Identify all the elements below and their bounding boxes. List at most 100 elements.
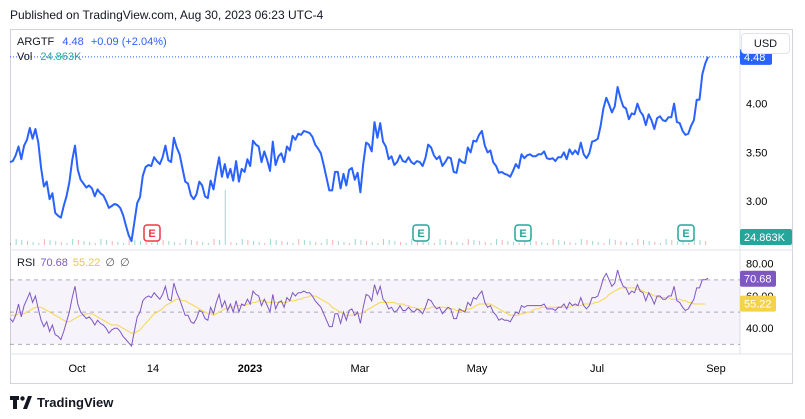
earnings-marker[interactable]: E bbox=[417, 228, 424, 240]
volume-bar bbox=[535, 241, 537, 245]
volume-bar bbox=[558, 240, 560, 245]
volume-bar bbox=[705, 241, 707, 245]
volume-bar bbox=[264, 243, 266, 245]
volume-bar bbox=[281, 241, 283, 245]
volume-bar bbox=[230, 242, 232, 245]
volume-bar bbox=[66, 243, 68, 245]
volume-bar bbox=[411, 239, 413, 245]
volume-bar bbox=[682, 242, 684, 245]
chart-frame bbox=[10, 29, 793, 384]
volume-bar bbox=[219, 240, 221, 245]
price-tick-label: 3.00 bbox=[746, 196, 767, 208]
earnings-marker[interactable]: E bbox=[682, 228, 689, 240]
earnings-marker-box bbox=[677, 224, 695, 242]
volume-bar bbox=[213, 239, 215, 245]
volume-bar bbox=[100, 239, 102, 245]
volume-bar bbox=[394, 241, 396, 245]
volume-bar bbox=[26, 241, 28, 245]
volume-bar bbox=[546, 243, 548, 245]
volume-bar bbox=[366, 241, 368, 245]
footer-branding: TradingView bbox=[10, 395, 113, 410]
volume-bar bbox=[43, 239, 45, 245]
earnings-marker[interactable]: E bbox=[148, 228, 155, 240]
volume-bar bbox=[303, 240, 305, 245]
volume-bar bbox=[688, 243, 690, 245]
rsi-label: RSI bbox=[17, 256, 36, 269]
volume-bar bbox=[614, 240, 616, 245]
volume-bar bbox=[94, 243, 96, 245]
rsi-line bbox=[9, 269, 709, 348]
earnings-marker-box bbox=[412, 224, 430, 242]
tradingview-logo-icon bbox=[10, 396, 32, 409]
volume-bar bbox=[631, 243, 633, 245]
volume-bar bbox=[513, 242, 515, 245]
price-change: +0.09 (+2.04%) bbox=[90, 36, 167, 48]
volume-bar bbox=[354, 239, 356, 245]
volume-bar bbox=[162, 240, 164, 245]
volume-bar bbox=[676, 241, 678, 245]
symbol-name[interactable]: ARGTF bbox=[17, 36, 55, 48]
time-tick-label: Mar bbox=[351, 363, 370, 375]
volume-label: Vol bbox=[17, 51, 33, 63]
volume-bar bbox=[151, 243, 153, 245]
earnings-marker-box bbox=[143, 224, 161, 242]
volume-bar bbox=[89, 242, 91, 245]
volume-bar bbox=[60, 242, 62, 245]
earnings-marker[interactable]: E bbox=[519, 228, 526, 240]
volume-bar bbox=[179, 243, 181, 245]
volume-bar bbox=[524, 239, 526, 245]
volume-bar bbox=[320, 243, 322, 245]
volume-bar bbox=[286, 242, 288, 245]
volume-bar bbox=[128, 239, 130, 245]
rsi-legend: RSI 70.68 55.22 ∅ ∅ bbox=[17, 256, 130, 270]
volume-bar bbox=[479, 241, 481, 245]
rsi-value: 70.68 bbox=[40, 256, 68, 269]
volume-bar bbox=[659, 243, 661, 245]
volume-bar bbox=[77, 240, 79, 245]
volume-bar bbox=[518, 243, 520, 245]
volume-bar bbox=[309, 241, 311, 245]
volume-bar bbox=[496, 239, 498, 245]
rsi-tick-label: 80.00 bbox=[746, 259, 774, 271]
currency-button[interactable]: USD bbox=[741, 33, 790, 54]
published-caption: Published on TradingView.com, Aug 30, 20… bbox=[10, 8, 324, 22]
rsi-param-icon-1[interactable]: ∅ bbox=[105, 257, 115, 269]
volume-bar bbox=[693, 239, 695, 245]
volume-bar bbox=[269, 239, 271, 245]
volume-value: 24.863K bbox=[40, 51, 82, 63]
volume-bar bbox=[10, 243, 11, 245]
volume-bar bbox=[173, 242, 175, 245]
volume-bar bbox=[371, 242, 373, 245]
time-tick-label: Oct bbox=[68, 363, 85, 375]
volume-bar bbox=[343, 242, 345, 245]
volume-bar bbox=[190, 240, 192, 245]
rsi-tick-label: 40.00 bbox=[746, 323, 774, 335]
volume-bar bbox=[21, 240, 23, 245]
rsi-param-icon-2[interactable]: ∅ bbox=[120, 257, 130, 269]
volume-bar bbox=[473, 240, 475, 245]
volume-bar bbox=[462, 243, 464, 245]
footer-brand: TradingView bbox=[37, 395, 114, 410]
volume-bar bbox=[586, 240, 588, 245]
volume-bar bbox=[106, 240, 108, 245]
volume-bar bbox=[399, 242, 401, 245]
volume-bar bbox=[326, 239, 328, 245]
volume-bar bbox=[117, 242, 119, 245]
volume-bar bbox=[416, 240, 418, 245]
volume-bar bbox=[648, 241, 650, 245]
volume-bar bbox=[315, 242, 317, 245]
volume-bar bbox=[383, 239, 385, 245]
rsi-ma-badge-bg bbox=[740, 295, 776, 312]
volume-bar bbox=[349, 243, 351, 245]
volume-bar bbox=[332, 240, 334, 245]
volume-bar bbox=[529, 240, 531, 245]
volume-bar bbox=[168, 241, 170, 245]
volume-bar bbox=[123, 243, 125, 245]
volume-bar bbox=[541, 242, 543, 245]
volume-bar bbox=[467, 239, 469, 245]
rsi-value-badge: 70.68 bbox=[744, 274, 772, 286]
volume-bar bbox=[247, 240, 249, 245]
rsi-ma-value: 55.22 bbox=[72, 256, 101, 269]
volume-bar bbox=[298, 239, 300, 245]
